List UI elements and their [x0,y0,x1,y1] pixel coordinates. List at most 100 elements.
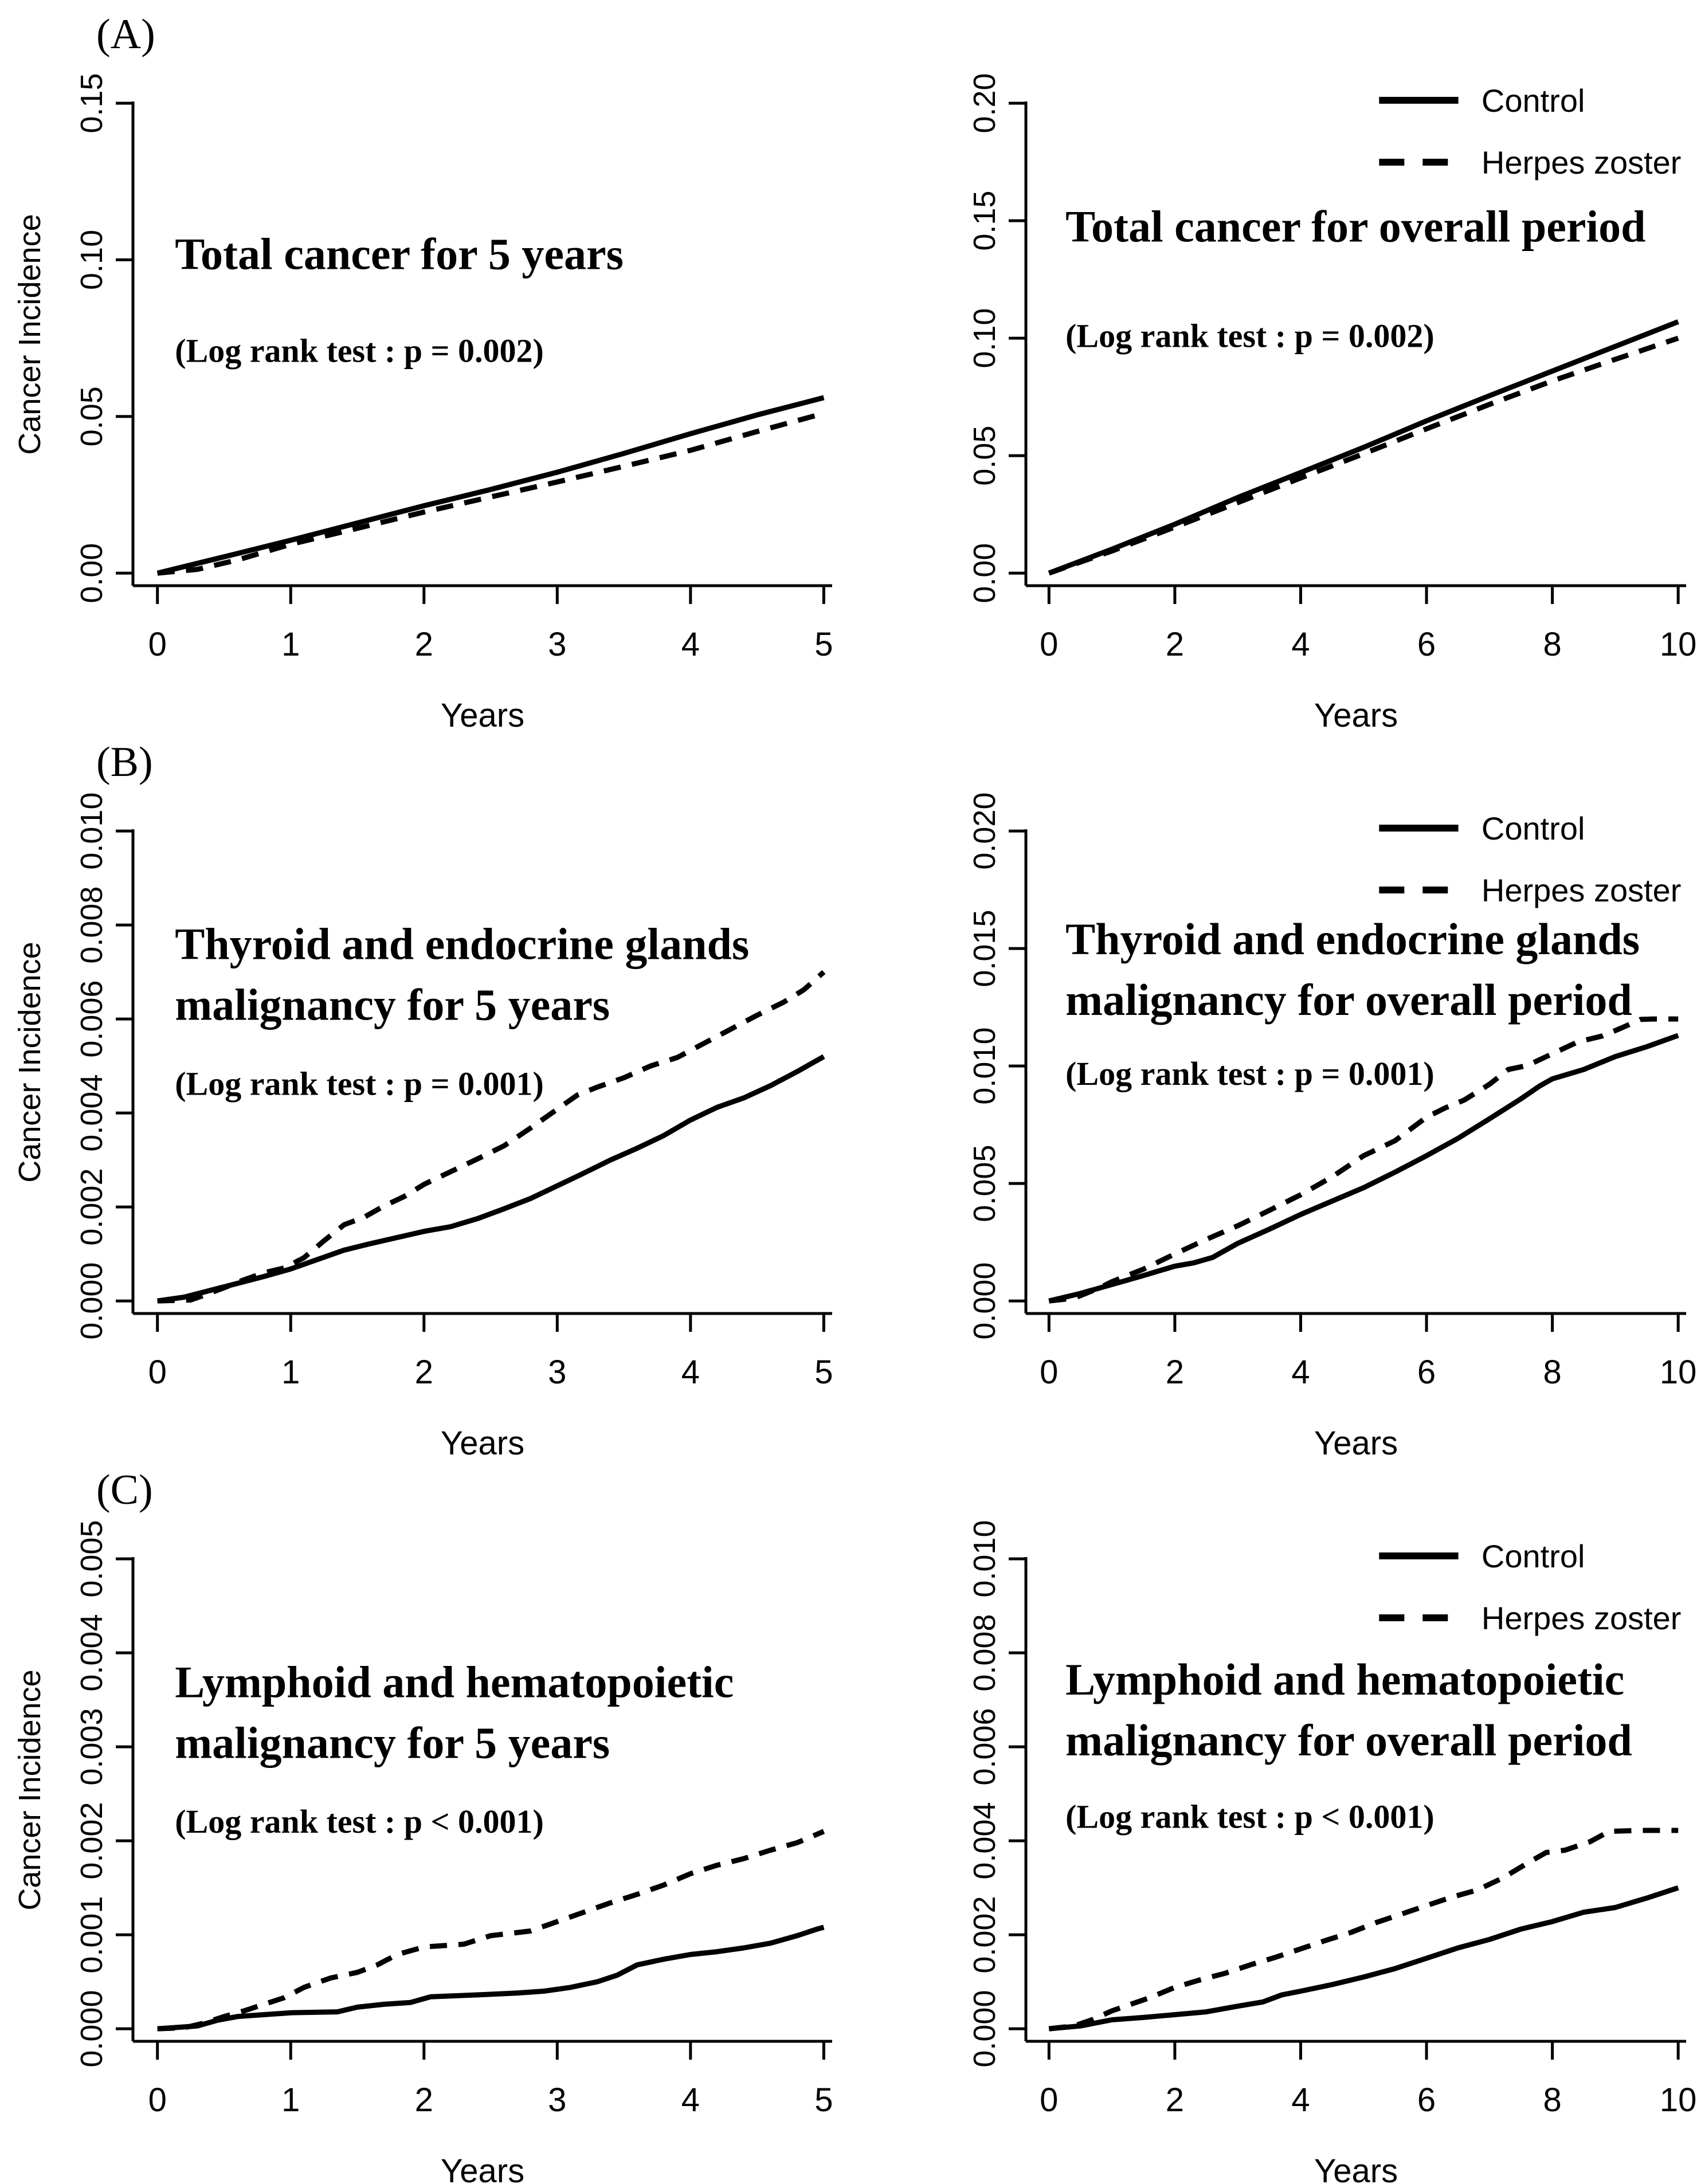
x-tick-label: 5 [814,1354,833,1391]
x-tick-label: 2 [1166,626,1184,663]
plot-title-line: Total cancer for 5 years [175,229,624,279]
x-tick-label: 3 [548,2081,566,2119]
curve-herpes-zoster [157,1829,825,2032]
y-tick-label: 0.15 [967,191,1002,251]
log-rank-p-value: (Log rank test : p = 0.001) [1065,1055,1435,1092]
x-tick-label: 8 [1543,2081,1561,2119]
plot-title-line: malignancy for 5 years [175,1718,610,1767]
y-tick-label: 0.002 [75,1802,109,1880]
y-tick-label: 0.05 [967,426,1002,486]
x-tick-label: 6 [1417,626,1436,663]
curve-control [1048,1885,1679,2032]
x-tick-label: 0 [148,2081,167,2119]
x-tick-label: 0 [148,1354,167,1391]
x-tick-label: 4 [1291,2081,1310,2119]
legend: Control Herpes zoster [1379,83,1681,181]
y-tick-label: 0.000 [967,1990,1002,2068]
plot-title-line: Lymphoid and hematopoietic [1065,1654,1624,1704]
x-tick-label: 0 [1040,626,1058,663]
legend: Control Herpes zoster [1379,1538,1681,1636]
plot-title-line: malignancy for overall period [1065,975,1632,1025]
y-tick-label: 0.000 [75,1990,109,2068]
x-tick-label: 0 [1040,2081,1058,2119]
x-tick-label: 3 [548,1354,566,1391]
x-axis-title: Years [441,2152,524,2183]
panel-thyroid-overall: 0.000 0.005 0.010 0.015 0.020 0 2 4 6 8 10 Years Thy… [848,728,1696,1456]
panel-lymphoid-5-years: 0.000 0.001 0.002 0.003 0.004 0.005 0 1 2 3 4 5 Year… [0,1456,848,2183]
x-tick-label: 5 [814,2081,833,2119]
y-tick-label: 0.008 [75,887,109,964]
y-tick-label: 0.000 [967,1262,1002,1340]
y-tick-label: 0.006 [967,1708,1002,1786]
panel-total-cancer-5-years: 0.00 0.05 0.10 0.15 0 1 2 3 4 5 Years Cancer Incide… [0,0,848,728]
log-rank-p-value: (Log rank test : p = 0.002) [1065,317,1435,354]
plot-title-line: Lymphoid and hematopoietic [175,1657,734,1707]
y-tick-label: 0.004 [75,1614,109,1692]
curve-control [157,1054,825,1304]
y-axis-title: Cancer Incidence [13,214,47,454]
x-tick-label: 4 [1291,1354,1310,1391]
y-tick-label: 0.00 [967,543,1002,603]
x-tick-label: 4 [681,1354,700,1391]
curve-control [156,395,825,576]
curve-herpes-zoster [1048,1016,1679,1304]
legend-control-label: Control [1482,810,1585,846]
legend-herpes-zoster-label: Herpes zoster [1482,144,1682,181]
x-tick-label: 10 [1660,1354,1696,1391]
x-axis-title: Years [1314,2152,1398,2183]
y-tick-label: 0.010 [967,1520,1002,1598]
y-tick-label: 0.006 [75,981,109,1058]
x-tick-label: 0 [148,626,167,663]
panel-total-cancer-overall: 0.00 0.05 0.10 0.15 0.20 0 2 4 6 8 10 Years Total ca… [848,0,1696,728]
x-tick-label: 5 [814,626,833,663]
plot-title-line: Thyroid and endocrine glands [1065,914,1640,964]
x-tick-label: 6 [1417,2081,1436,2119]
x-tick-label: 8 [1543,626,1561,663]
x-axis-title: Years [1314,697,1398,728]
panel-thyroid-5-years: 0.000 0.002 0.004 0.006 0.008 0.010 0 1 2 3 4 5 Year… [0,728,848,1456]
x-tick-label: 0 [1040,1354,1058,1391]
panel-label: (C) [96,1467,153,1513]
y-tick-label: 0.008 [967,1614,1002,1692]
y-tick-label: 0.010 [967,1028,1002,1105]
curve-control [1048,1033,1679,1304]
log-rank-p-value: (Log rank test : p < 0.001) [175,1803,544,1840]
plot-title-line: Total cancer for overall period [1065,201,1645,251]
legend-herpes-zoster-label: Herpes zoster [1482,872,1682,908]
legend-control-label: Control [1482,83,1585,119]
y-tick-label: 0.004 [75,1075,109,1152]
log-rank-p-value: (Log rank test : p = 0.002) [175,332,544,370]
y-tick-label: 0.015 [967,910,1002,987]
y-tick-label: 0.001 [75,1896,109,1974]
x-tick-label: 2 [415,1354,433,1391]
y-axis-title: Cancer Incidence [13,942,47,1182]
y-tick-label: 0.002 [75,1169,109,1246]
y-tick-label: 0.10 [75,230,109,290]
curve-herpes-zoster [157,970,826,1304]
y-tick-label: 0.010 [75,793,109,870]
x-tick-label: 4 [681,626,700,663]
x-tick-label: 1 [281,1354,300,1391]
curve-herpes-zoster [1048,335,1679,576]
y-tick-label: 0.002 [967,1896,1002,1974]
x-tick-label: 10 [1660,626,1696,663]
y-tick-label: 0.10 [967,308,1002,368]
log-rank-p-value: (Log rank test : p = 0.001) [175,1065,544,1103]
panel-label: (B) [96,739,153,786]
curve-control [157,1924,825,2032]
curve-herpes-zoster [157,410,825,576]
y-tick-label: 0.00 [75,543,109,603]
x-tick-label: 4 [681,2081,700,2119]
x-tick-label: 1 [281,626,300,663]
x-tick-label: 10 [1660,2081,1696,2119]
plot-title-line: malignancy for overall period [1065,1715,1632,1765]
y-tick-label: 0.20 [967,73,1002,134]
x-tick-label: 3 [548,626,566,663]
x-tick-label: 1 [281,2081,300,2119]
panel-label: (A) [96,11,155,58]
legend-herpes-zoster-label: Herpes zoster [1482,1600,1682,1636]
y-tick-label: 0.005 [967,1145,1002,1222]
y-tick-label: 0.05 [75,386,109,446]
x-tick-label: 4 [1291,626,1310,663]
